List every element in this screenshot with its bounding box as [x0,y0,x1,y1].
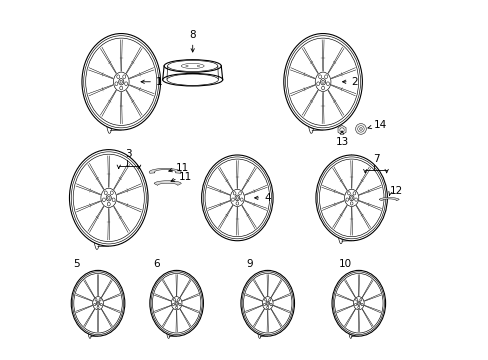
Ellipse shape [173,298,175,301]
Ellipse shape [266,306,268,309]
Ellipse shape [356,301,360,305]
Text: 10: 10 [339,259,351,269]
Ellipse shape [97,302,99,304]
Text: 3: 3 [125,149,131,158]
Ellipse shape [236,202,238,205]
Ellipse shape [95,298,97,301]
Polygon shape [154,181,181,185]
Ellipse shape [175,302,177,304]
Text: 4: 4 [254,193,270,203]
Ellipse shape [172,303,174,306]
Ellipse shape [318,75,321,78]
Ellipse shape [265,301,269,305]
Polygon shape [378,198,398,201]
Ellipse shape [268,298,270,301]
Ellipse shape [238,192,241,195]
Text: 2: 2 [342,77,358,87]
Ellipse shape [283,33,362,130]
Ellipse shape [357,126,364,132]
Circle shape [339,128,344,132]
Ellipse shape [177,298,179,301]
Ellipse shape [360,303,363,306]
Ellipse shape [167,60,218,72]
Ellipse shape [359,298,361,301]
Ellipse shape [321,80,324,83]
Ellipse shape [107,196,110,199]
Ellipse shape [149,270,203,336]
Ellipse shape [355,298,357,301]
Ellipse shape [355,123,366,134]
Ellipse shape [71,270,124,336]
Text: 11: 11 [178,172,191,183]
Ellipse shape [315,155,386,241]
Ellipse shape [82,33,160,130]
Ellipse shape [324,75,327,78]
Ellipse shape [264,298,266,301]
Text: 9: 9 [246,259,252,269]
Text: 14: 14 [367,120,386,130]
Ellipse shape [120,80,122,83]
Ellipse shape [175,301,178,305]
Polygon shape [149,168,181,173]
Ellipse shape [263,303,265,306]
Ellipse shape [175,306,177,309]
Ellipse shape [96,301,100,305]
Ellipse shape [354,303,356,306]
Ellipse shape [94,303,96,306]
Ellipse shape [124,82,127,86]
Ellipse shape [350,197,352,199]
Ellipse shape [326,82,329,86]
Ellipse shape [236,197,238,199]
Ellipse shape [102,198,105,202]
Text: 12: 12 [389,186,403,196]
Ellipse shape [266,302,268,304]
Text: 11: 11 [176,163,189,173]
Ellipse shape [320,78,325,85]
Ellipse shape [197,65,199,67]
Ellipse shape [185,65,188,67]
Ellipse shape [99,298,101,301]
Ellipse shape [349,202,352,205]
Ellipse shape [179,303,181,306]
Ellipse shape [347,192,349,195]
Ellipse shape [231,198,234,201]
Ellipse shape [201,155,272,241]
Ellipse shape [110,191,113,195]
Ellipse shape [166,74,218,85]
Ellipse shape [348,195,353,201]
Ellipse shape [241,270,294,336]
Ellipse shape [316,82,319,86]
Ellipse shape [115,82,118,86]
Ellipse shape [354,198,357,201]
Ellipse shape [122,75,125,78]
Text: 5: 5 [73,259,80,269]
Ellipse shape [120,86,122,90]
Ellipse shape [69,150,148,246]
Ellipse shape [112,198,115,202]
Ellipse shape [352,192,355,195]
Ellipse shape [235,195,239,201]
Ellipse shape [240,198,243,201]
Ellipse shape [321,86,324,90]
Ellipse shape [106,195,111,201]
Text: 8: 8 [189,30,196,52]
Ellipse shape [119,78,123,85]
Text: 6: 6 [153,259,160,269]
Ellipse shape [359,127,362,130]
Text: 13: 13 [335,137,348,147]
Polygon shape [337,125,346,135]
Ellipse shape [100,303,102,306]
Ellipse shape [357,306,359,309]
Ellipse shape [345,198,348,201]
Ellipse shape [357,302,359,304]
Ellipse shape [269,303,271,306]
Text: 7: 7 [372,154,379,163]
Ellipse shape [233,192,236,195]
Ellipse shape [97,306,99,309]
Ellipse shape [117,75,120,78]
Ellipse shape [331,270,385,336]
Ellipse shape [104,191,107,195]
Ellipse shape [107,202,110,206]
Text: 1: 1 [141,77,162,87]
